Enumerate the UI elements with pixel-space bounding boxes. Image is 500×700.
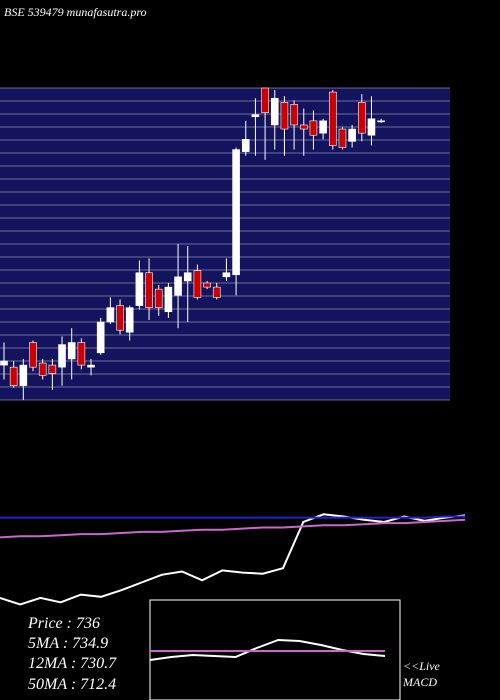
candle-body xyxy=(174,276,182,296)
candle-body xyxy=(145,272,153,308)
macd-title: MACD xyxy=(402,675,437,689)
candle-body xyxy=(87,364,95,368)
candle-body xyxy=(222,272,231,278)
indicator-line xyxy=(0,513,466,606)
candle-body xyxy=(309,120,318,136)
candle-body xyxy=(338,128,347,148)
info: 5MA : 734.9 xyxy=(28,635,108,652)
indicator-line xyxy=(0,515,465,519)
candle-body xyxy=(96,321,105,354)
candle-body xyxy=(261,87,269,113)
candle-body xyxy=(377,120,385,123)
chart-title: BSE 539479 munafasutra.pro xyxy=(4,5,147,19)
candle-body xyxy=(58,344,66,368)
candle-body xyxy=(19,364,28,386)
candle-body xyxy=(299,124,308,130)
info: 50MA : 712.4 xyxy=(28,676,116,693)
candle-body xyxy=(9,366,18,386)
candle-body xyxy=(125,307,134,333)
candle-body xyxy=(280,102,289,130)
candle-body xyxy=(106,307,115,323)
candle-body xyxy=(135,272,144,306)
candle-body xyxy=(212,286,221,298)
info: Price : 736 xyxy=(27,615,100,632)
candle-body xyxy=(203,282,211,288)
candle-body xyxy=(164,286,173,313)
candle-body xyxy=(193,270,202,298)
annotation: <<Live xyxy=(403,659,441,673)
candle-body xyxy=(328,91,337,146)
candle-body xyxy=(154,288,163,308)
candle-body xyxy=(0,360,8,366)
candle-body xyxy=(367,118,376,136)
candle-body xyxy=(116,305,124,331)
candle-body xyxy=(67,342,76,360)
candle-body xyxy=(29,342,37,368)
candle-body xyxy=(38,362,47,376)
candle-body xyxy=(251,114,260,118)
candle-body xyxy=(357,102,366,134)
candle-body xyxy=(183,272,192,282)
candle-body xyxy=(290,104,298,126)
candle-body xyxy=(241,139,250,152)
info: 12MA : 730.7 xyxy=(28,655,117,672)
candle-body xyxy=(270,97,279,126)
candle-body xyxy=(232,149,240,276)
candle-body xyxy=(319,120,327,134)
candle-body xyxy=(77,342,86,366)
candle-body xyxy=(348,128,356,142)
indicator-line xyxy=(0,518,466,539)
candle-body xyxy=(48,364,57,374)
